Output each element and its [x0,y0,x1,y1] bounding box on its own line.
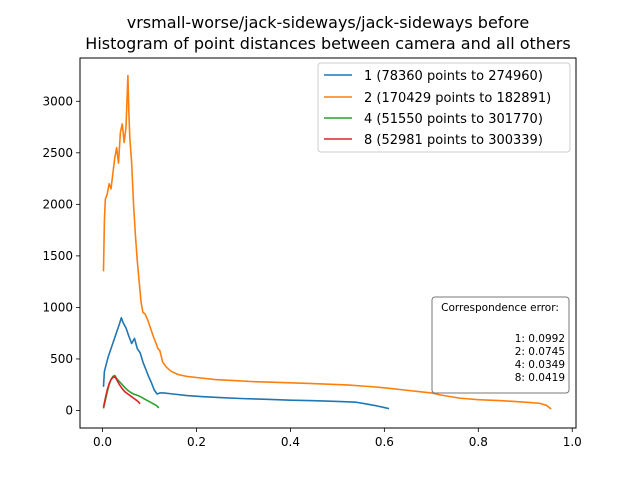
annotation-line-2: 2: 0.0745 [515,346,565,358]
chart-title-line-2: Histogram of point distances between cam… [85,34,570,53]
legend-label-8: 8 (52981 points to 300339) [364,133,543,148]
x-tick-label: 0.4 [281,435,300,449]
plot-frame [79,57,577,429]
series-line-8 [102,375,141,408]
legend-box [317,62,571,153]
series-line-2 [102,74,552,410]
x-axis: 0.0 0.2 0.4 0.6 0.8 1.0 [93,428,582,449]
y-tick-label: 2000 [42,197,73,211]
y-tick-label: 1500 [42,249,73,263]
y-axis: 0 500 1000 1500 2000 2500 3000 [42,94,80,417]
legend-label-2: 2 (170429 points to 182891) [364,91,551,106]
x-tick-label: 1.0 [563,435,582,449]
series-line-1 [102,316,390,410]
annotation-line-1: 1: 0.0992 [515,333,565,345]
y-tick-label: 1000 [42,300,73,314]
series-layer [102,74,552,410]
annotation-line-8: 8: 0.0419 [515,372,565,384]
annotation-box [431,296,570,394]
y-tick-label: 2500 [42,146,73,160]
x-tick-label: 0.2 [187,435,206,449]
legend-label-1: 1 (78360 points to 274960) [364,69,543,84]
correspondence-error-box: Correspondence error: 1: 0.0992 2: 0.074… [431,296,570,394]
chart-title-line-1: vrsmall-worse/jack-sideways/jack-sideway… [127,13,530,32]
y-tick-label: 500 [50,352,73,366]
x-tick-label: 0.8 [469,435,488,449]
legend: 1 (78360 points to 274960) 2 (170429 poi… [317,62,571,153]
annotation-line-4: 4: 0.0349 [515,359,565,371]
y-tick-label: 0 [65,403,73,417]
x-tick-label: 0.6 [375,435,394,449]
x-tick-label: 0.0 [93,435,112,449]
legend-label-4: 4 (51550 points to 301770) [364,112,543,127]
annotation-title: Correspondence error: [441,302,559,314]
y-tick-label: 3000 [42,94,73,108]
